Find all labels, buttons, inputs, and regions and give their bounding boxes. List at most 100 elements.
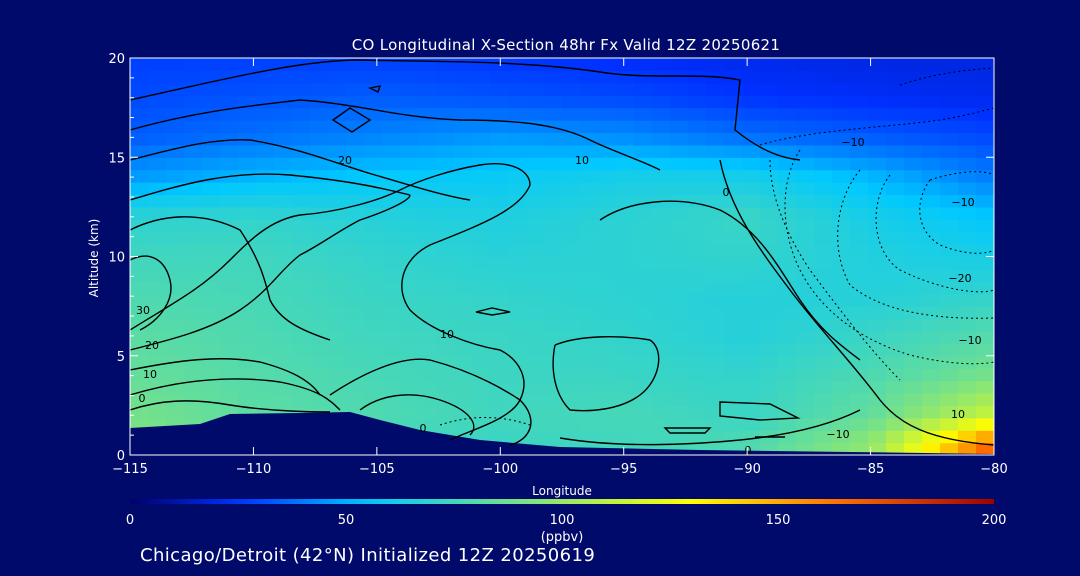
- field-cell: [310, 219, 329, 233]
- field-cell: [328, 330, 347, 344]
- field-cell: [940, 219, 959, 233]
- field-cell: [238, 306, 257, 320]
- field-cell: [814, 219, 833, 233]
- field-cell: [616, 380, 635, 394]
- field-cell: [670, 120, 689, 134]
- field-cell: [904, 132, 923, 146]
- field-cell: [562, 392, 581, 406]
- field-cell: [508, 405, 527, 419]
- field-cell: [292, 206, 311, 220]
- field-cell: [328, 182, 347, 196]
- contour-label: 10: [143, 368, 157, 381]
- field-cell: [886, 343, 905, 357]
- field-cell: [922, 355, 941, 369]
- field-cell: [436, 82, 455, 96]
- field-cell: [346, 120, 365, 134]
- field-cell: [328, 306, 347, 320]
- field-cell: [418, 256, 437, 270]
- field-cell: [274, 120, 293, 134]
- field-cell: [706, 231, 725, 245]
- field-cell: [274, 392, 293, 406]
- field-cell: [904, 231, 923, 245]
- field-cell: [148, 206, 167, 220]
- field-cell: [778, 157, 797, 171]
- field-cell: [796, 182, 815, 196]
- field-cell: [400, 330, 419, 344]
- field-cell: [130, 70, 149, 84]
- field-cell: [328, 231, 347, 245]
- field-cell: [238, 219, 257, 233]
- field-cell: [940, 355, 959, 369]
- field-cell: [886, 120, 905, 134]
- field-cell: [724, 182, 743, 196]
- field-cell: [688, 219, 707, 233]
- field-cell: [310, 144, 329, 158]
- field-cell: [238, 268, 257, 282]
- field-cell: [634, 330, 653, 344]
- field-cell: [292, 330, 311, 344]
- field-cell: [796, 157, 815, 171]
- field-cell: [436, 157, 455, 171]
- field-cell: [382, 268, 401, 282]
- field-cell: [544, 318, 563, 332]
- colorbar-tick-label: 50: [338, 513, 355, 528]
- field-cell: [292, 194, 311, 208]
- field-cell: [436, 132, 455, 146]
- field-cell: [886, 194, 905, 208]
- field-cell: [364, 281, 383, 295]
- field-cell: [166, 343, 185, 357]
- field-cell: [580, 306, 599, 320]
- field-cell: [328, 157, 347, 171]
- field-cell: [544, 169, 563, 183]
- field-cell: [220, 231, 239, 245]
- field-cell: [832, 306, 851, 320]
- field-cell: [364, 355, 383, 369]
- field-cell: [436, 380, 455, 394]
- field-cell: [436, 120, 455, 134]
- field-cell: [238, 330, 257, 344]
- field-cell: [976, 58, 994, 72]
- field-cell: [400, 194, 419, 208]
- field-cell: [940, 256, 959, 270]
- field-cell: [292, 219, 311, 233]
- field-cell: [148, 343, 167, 357]
- field-cell: [328, 355, 347, 369]
- field-cell: [886, 318, 905, 332]
- field-cell: [490, 417, 509, 431]
- field-cell: [274, 194, 293, 208]
- field-cell: [958, 206, 977, 220]
- field-cell: [688, 417, 707, 431]
- field-cell: [652, 107, 671, 121]
- field-cell: [418, 281, 437, 295]
- field-cell: [580, 231, 599, 245]
- field-cell: [346, 95, 365, 109]
- field-cell: [238, 380, 257, 394]
- field-cell: [634, 206, 653, 220]
- field-cell: [256, 182, 275, 196]
- field-cell: [616, 355, 635, 369]
- field-cell: [904, 82, 923, 96]
- field-cell: [166, 132, 185, 146]
- field-cell: [616, 417, 635, 431]
- field-cell: [166, 244, 185, 258]
- field-cell: [346, 70, 365, 84]
- field-cell: [148, 268, 167, 282]
- field-cell: [148, 120, 167, 134]
- field-cell: [670, 343, 689, 357]
- field-cell: [886, 206, 905, 220]
- field-cell: [778, 70, 797, 84]
- field-cell: [526, 268, 545, 282]
- field-cell: [238, 281, 257, 295]
- field-cell: [742, 368, 761, 382]
- field-cell: [346, 144, 365, 158]
- field-cell: [238, 256, 257, 270]
- field-cell: [292, 70, 311, 84]
- field-cell: [976, 231, 994, 245]
- field-cell: [328, 219, 347, 233]
- contour-label: −10: [841, 136, 864, 149]
- field-cell: [634, 107, 653, 121]
- field-cell: [418, 95, 437, 109]
- field-cell: [598, 392, 617, 406]
- field-cell: [562, 268, 581, 282]
- field-cell: [616, 392, 635, 406]
